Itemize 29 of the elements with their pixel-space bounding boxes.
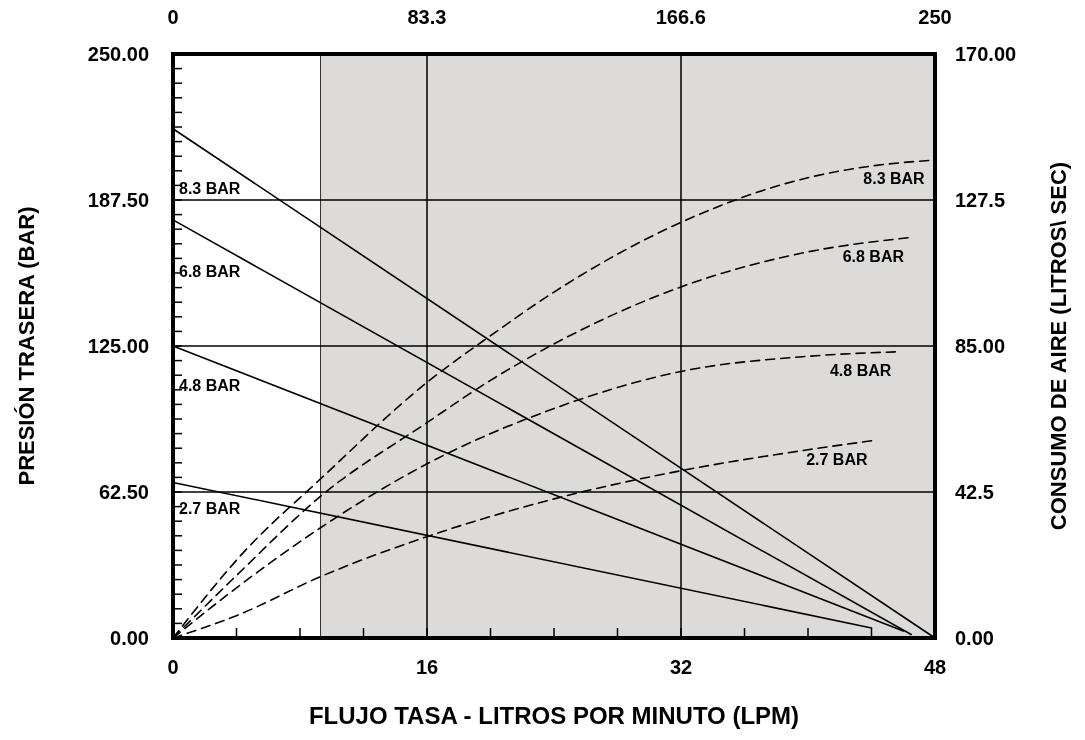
x-tick-label: 32 xyxy=(669,656,693,678)
y-tick-label: 250.00 xyxy=(87,43,149,65)
series-label: 8.3 BAR xyxy=(179,180,241,198)
x-tick-label: 48 xyxy=(923,656,947,678)
series-label: 6.8 BAR xyxy=(842,247,905,265)
y2-axis-title: CONSUMO DE AIRE (LITROS\ SEC) xyxy=(1046,161,1071,531)
y2-tick-label: 170.00 xyxy=(955,43,1017,65)
x-tick-label: 16 xyxy=(415,656,439,678)
y2-tick-label: 127.5 xyxy=(955,189,1006,211)
series-label: 4.8 BAR xyxy=(179,376,241,394)
x2-tick-label: 250 xyxy=(918,6,952,28)
x-tick-label: 0 xyxy=(167,656,179,678)
series-label: 2.7 BAR xyxy=(179,499,241,517)
series-label: 6.8 BAR xyxy=(179,263,241,281)
y2-tick-label: 42.5 xyxy=(955,481,994,503)
x2-tick-label: 166.6 xyxy=(655,6,706,28)
y-tick-label: 125.00 xyxy=(87,335,149,357)
series-label: 8.3 BAR xyxy=(863,170,926,188)
y-axis-title: PRESIÓN TRASERA (BAR) xyxy=(14,206,39,486)
series-label: 2.7 BAR xyxy=(806,450,868,468)
series-label: 4.8 BAR xyxy=(829,361,892,379)
y-tick-label: 187.50 xyxy=(87,189,149,211)
y2-tick-label: 85.00 xyxy=(955,335,1006,357)
x-axis-title: FLUJO TASA - LITROS POR MINUTO (LPM) xyxy=(308,702,800,729)
x2-tick-label: 83.3 xyxy=(407,6,447,28)
x2-tick-label: 0 xyxy=(167,6,179,28)
y-tick-label: 62.50 xyxy=(98,481,149,503)
y2-tick-label: 0.00 xyxy=(955,627,994,649)
y-tick-label: 0.00 xyxy=(110,627,149,649)
